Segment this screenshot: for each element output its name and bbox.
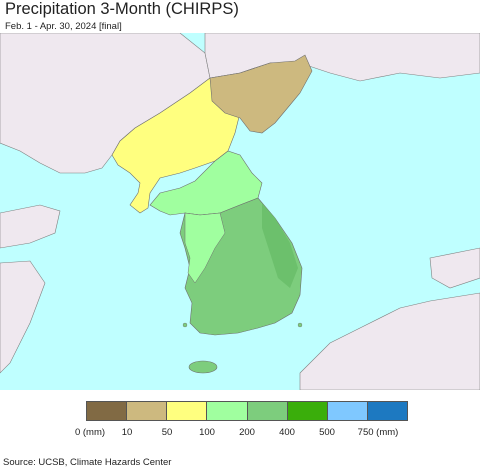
legend-swatch-400-500: [287, 402, 328, 420]
legend-swatch-500-750: [327, 402, 368, 420]
jeju-island: [188, 360, 218, 374]
legend-swatch-200-400: [247, 402, 288, 420]
legend-label-500: 500: [319, 427, 335, 438]
japan-land: [299, 292, 480, 390]
north-korea-northeast-tan: [209, 54, 313, 134]
precipitation-map: [0, 33, 480, 390]
legend-swatch-750-plus: [367, 402, 407, 420]
japan-island: [429, 247, 480, 289]
map-subtitle: Feb. 1 - Apr. 30, 2024 [final]: [5, 21, 122, 32]
source-credit: Source: UCSB, Climate Hazards Center: [3, 457, 172, 468]
island-southwest: [182, 322, 188, 328]
map-title: Precipitation 3-Month (CHIRPS): [5, 0, 239, 18]
liaodong-peninsula: [0, 204, 61, 249]
legend-label-50: 50: [161, 427, 173, 438]
legend-swatch-10-50: [127, 402, 168, 420]
south-korea-east-darker: [262, 203, 298, 288]
legend-label-10: 10: [121, 427, 133, 438]
ulleung-island: [297, 322, 303, 328]
legend-swatch-50-100: [167, 402, 208, 420]
legend-label-0: 0 (mm): [74, 427, 106, 438]
legend-color-bar: [86, 401, 408, 421]
legend-label-100: 100: [199, 427, 215, 438]
china-coast-south: [0, 260, 46, 374]
legend-label-750: 750 (mm): [357, 427, 399, 438]
legend-swatch-100-200: [207, 402, 248, 420]
legend-label-200: 200: [239, 427, 255, 438]
legend-swatch-0-10: [87, 402, 128, 420]
legend-label-400: 400: [279, 427, 295, 438]
south-korea-west-lightgreen: [184, 212, 226, 284]
